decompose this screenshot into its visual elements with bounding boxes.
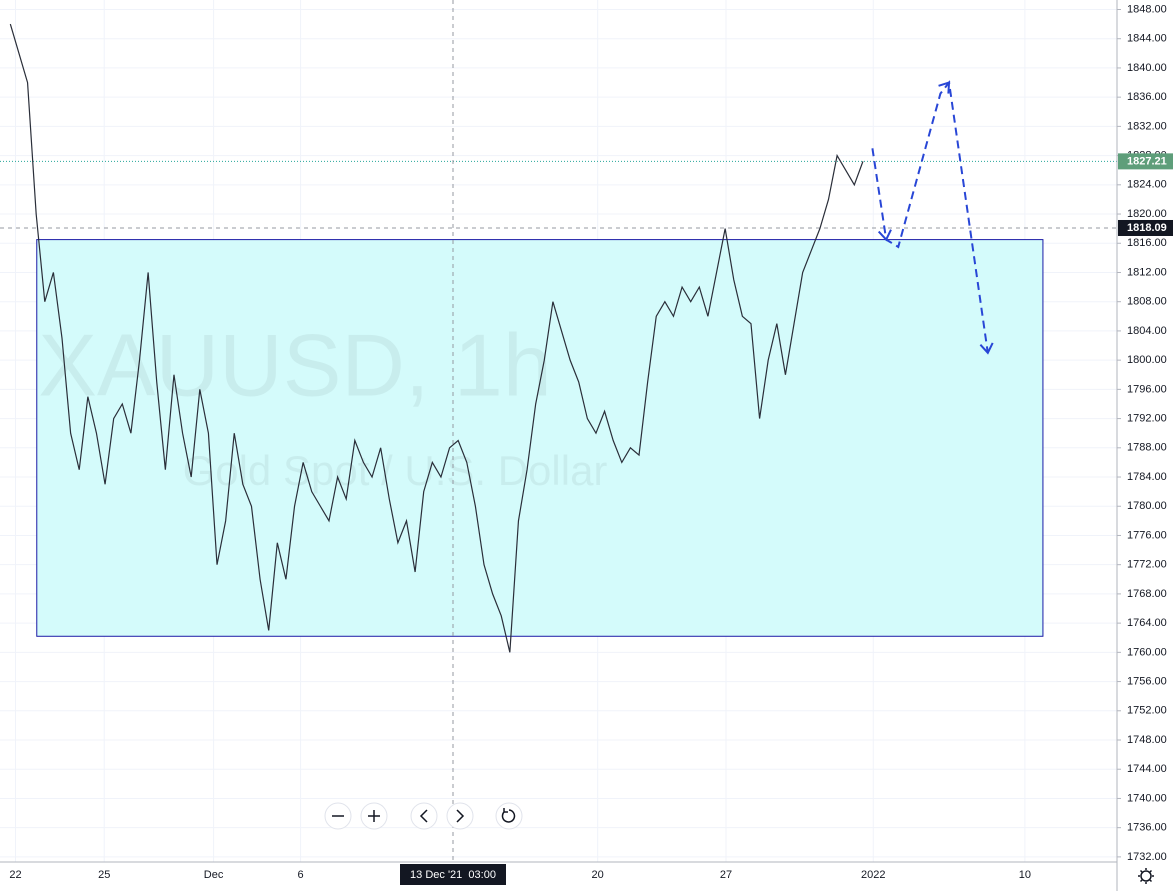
range-box [36,239,1044,637]
price-label: 1827.21 [1127,155,1167,167]
y-tick-label: 1816.00 [1127,237,1167,249]
y-tick-label: 1768.00 [1127,588,1167,600]
y-tick-label: 1748.00 [1127,734,1167,746]
projection-path [871,80,989,353]
price-label: 1818.09 [1127,222,1167,234]
y-tick-label: 1844.00 [1127,33,1167,45]
y-tick-label: 1740.00 [1127,792,1167,804]
x-tick-label: 6 [298,869,304,881]
x-tick-label: 20 [592,869,604,881]
settings-button[interactable] [1138,868,1154,884]
y-tick-label: 1824.00 [1127,179,1167,191]
y-tick-label: 1764.00 [1127,617,1167,629]
y-tick-label: 1752.00 [1127,705,1167,717]
y-tick-label: 1780.00 [1127,500,1167,512]
y-tick-label: 1808.00 [1127,296,1167,308]
reset-button[interactable] [495,802,523,830]
price-line [9,23,864,653]
scroll-right-button[interactable] [446,802,474,830]
x-tick-label: 2022 [861,869,885,881]
y-tick-label: 1820.00 [1127,208,1167,220]
y-tick-label: 1848.00 [1127,3,1167,15]
x-tick-label: 22 [9,869,21,881]
y-tick-label: 1840.00 [1127,62,1167,74]
projection-arrowhead [877,229,892,242]
price-label-bg [1118,153,1173,170]
y-tick-label: 1804.00 [1127,325,1167,337]
x-tick-label: 27 [720,869,732,881]
x-tick-label: 10 [1019,869,1031,881]
zoom-controls [324,802,523,830]
y-tick-label: 1788.00 [1127,442,1167,454]
y-tick-label: 1744.00 [1127,763,1167,775]
y-tick-label: 1796.00 [1127,383,1167,395]
watermark-title: XAUUSD, 1h [38,315,552,414]
projection-arrowhead [979,342,994,355]
y-tick-label: 1760.00 [1127,646,1167,658]
y-tick-label: 1800.00 [1127,354,1167,366]
y-tick-label: 1736.00 [1127,822,1167,834]
range-box-layer [36,239,1044,637]
y-tick-label: 1836.00 [1127,91,1167,103]
y-tick-label: 1732.00 [1127,851,1167,863]
scroll-left-button[interactable] [410,802,438,830]
watermark-subtitle: Gold Spot / U.S. Dollar [183,447,608,494]
price-label-bg [1118,219,1173,236]
plot [0,0,1117,862]
icon [501,808,516,823]
icon [368,810,380,822]
x-tick-label: Dec [204,869,224,881]
crosshair-time-label: 13 Dec '21 03:00 [410,869,496,881]
y-tick-label: 1772.00 [1127,559,1167,571]
icon [456,809,465,823]
x-tick-label: 25 [98,869,110,881]
y-tick-label: 1812.00 [1127,266,1167,278]
y-tick-label: 1792.00 [1127,412,1167,424]
y-tick-label: 1776.00 [1127,529,1167,541]
gear-icon [1140,870,1152,882]
y-tick-label: 1832.00 [1127,120,1167,132]
projection-arrowhead [938,81,951,94]
icon [419,809,428,823]
crosshair-time-bg [400,864,507,885]
y-tick-label: 1784.00 [1127,471,1167,483]
gear-icon [1138,868,1154,884]
y-tick-label: 1756.00 [1127,675,1167,687]
